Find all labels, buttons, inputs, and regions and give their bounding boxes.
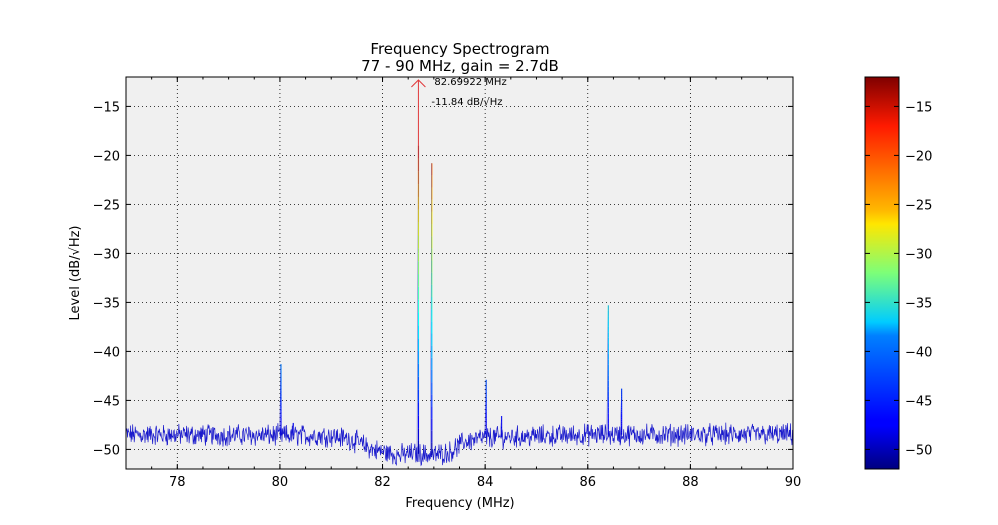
peak: [484, 379, 487, 438]
marker-frequency-label: 82.69922 MHz: [434, 77, 506, 88]
y-tick-label: −35: [93, 296, 120, 311]
x-tick-label: 84: [477, 475, 494, 490]
colorbar-ticks: −15 −20 −25 −30 −35 −40 −45 −50: [865, 100, 932, 458]
y-tick-label: −45: [93, 394, 120, 409]
x-tick-label: 82: [374, 475, 391, 490]
x-tick-label: 90: [785, 475, 802, 490]
colorbar-tick-label: −50: [905, 443, 932, 458]
spectrum-traces: [126, 145, 793, 467]
peak: [619, 388, 623, 435]
peak: [279, 364, 282, 436]
colorbar-tick-label: −35: [905, 296, 932, 311]
peak: [499, 416, 503, 438]
y-axis-ticks: −15 −20 −25 −30 −35 −40 −45 −50: [93, 100, 793, 458]
chart-subtitle: 77 - 90 MHz, gain = 2.7dB: [361, 57, 559, 75]
peak-edge: [619, 388, 622, 435]
y-tick-label: −50: [93, 443, 120, 458]
peak-edge: [484, 379, 487, 438]
x-axis-ticks: 78 80 82 84 86 88 90: [125, 77, 802, 490]
peak-edge: [430, 163, 433, 456]
colorbar-tick-label: −45: [905, 394, 932, 409]
peak-edge: [606, 305, 609, 435]
peak: [291, 422, 294, 436]
peak: [416, 145, 420, 454]
x-axis-label: Frequency (MHz): [405, 496, 514, 511]
colorbar-tick-label: −25: [905, 198, 932, 213]
x-tick-label: 88: [682, 475, 699, 490]
y-tick-label: −40: [93, 345, 120, 360]
x-tick-label: 86: [579, 475, 596, 490]
chart-title: Frequency Spectrogram: [370, 40, 549, 58]
x-tick-label: 78: [169, 475, 186, 490]
y-tick-label: −20: [93, 149, 120, 164]
x-tick-label: 80: [272, 475, 289, 490]
marker-arrow: [411, 79, 426, 88]
colorbar-tick-label: −20: [905, 149, 932, 164]
y-tick-label: −25: [93, 198, 120, 213]
plot-area: [126, 77, 793, 469]
peak-edge: [499, 416, 502, 438]
marker-level-label: -11.84 dB/√Hz: [431, 97, 502, 108]
peak: [430, 163, 433, 456]
peak-edge: [291, 422, 294, 436]
y-tick-label: −30: [93, 247, 120, 262]
peak-marker: 82.69922 MHz -11.84 dB/√Hz: [411, 77, 507, 146]
peak-edge: [416, 145, 419, 454]
noise-floor-line: [126, 422, 793, 467]
peak-edge: [279, 364, 282, 436]
y-tick-label: −15: [93, 100, 120, 115]
y-axis-label: Level (dB/√Hz): [68, 225, 83, 320]
colorbar: [864, 76, 900, 470]
colorbar-tick-label: −30: [905, 247, 932, 262]
colorbar-tick-label: −15: [905, 100, 932, 115]
peak: [606, 305, 609, 435]
colorbar-tick-label: −40: [905, 345, 932, 360]
